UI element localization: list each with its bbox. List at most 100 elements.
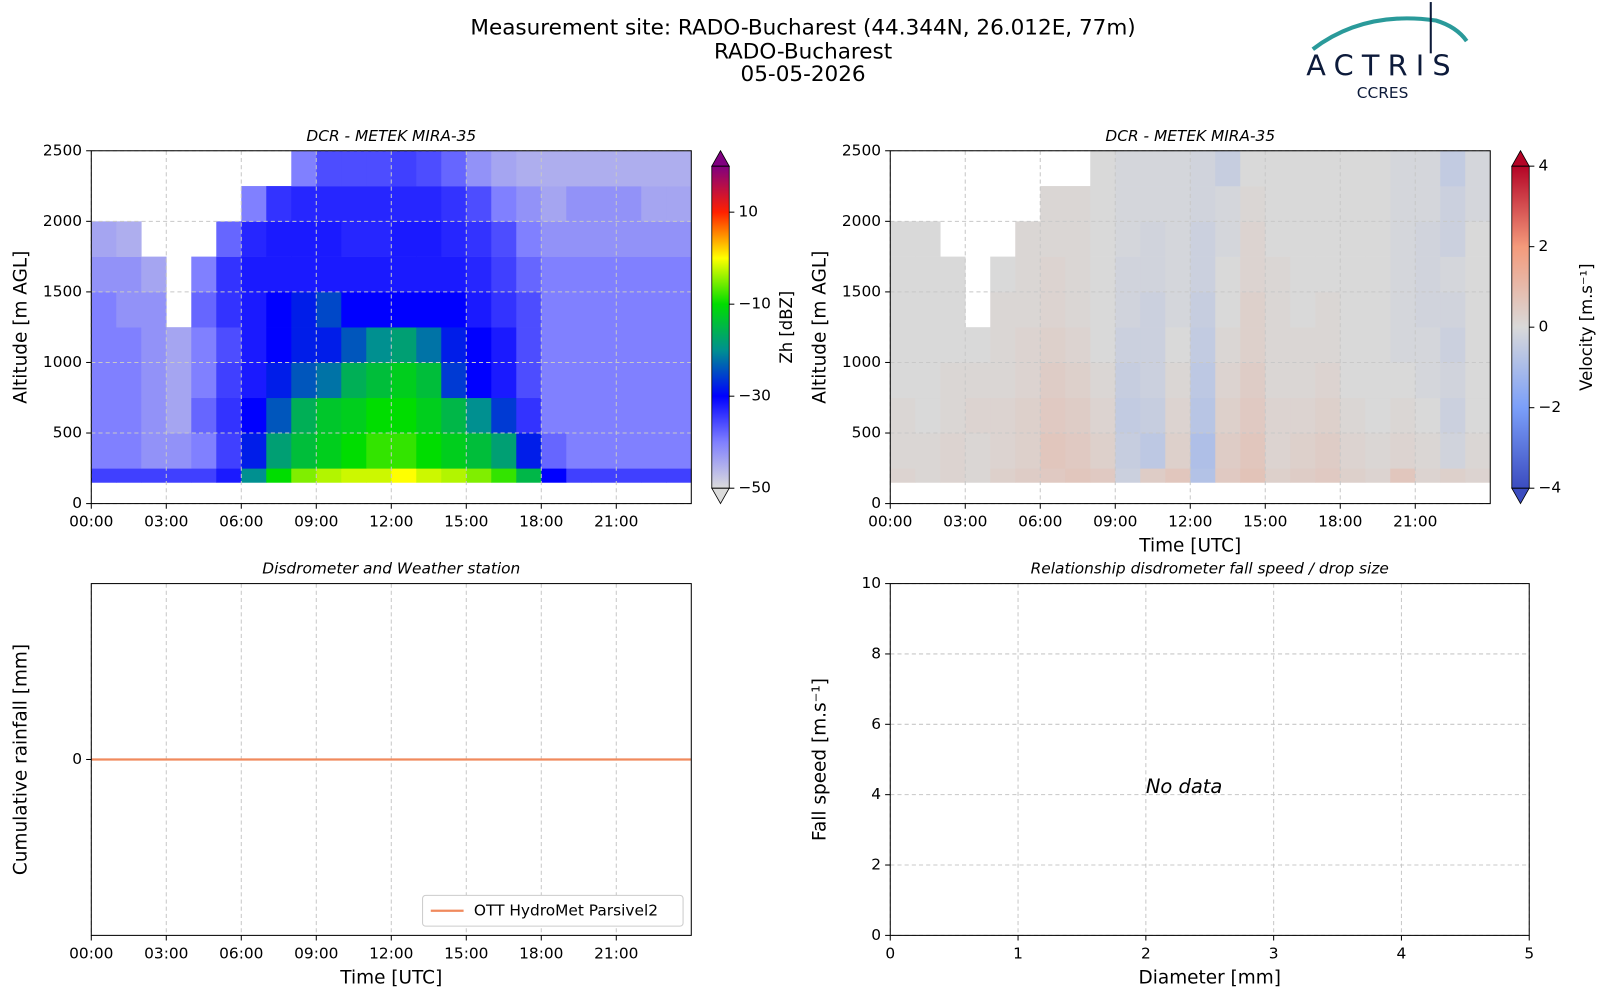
heatmap-cell xyxy=(1315,468,1341,483)
panel-title: Disdrometer and Weather station xyxy=(262,560,520,578)
heatmap-cell xyxy=(591,291,617,328)
heatmap-cell xyxy=(616,150,642,187)
heatmap-cell xyxy=(91,221,117,257)
heatmap-cell xyxy=(91,468,117,483)
heatmap-cell xyxy=(1015,362,1041,399)
heatmap-cell xyxy=(366,150,392,187)
heatmap-cell xyxy=(1465,150,1491,187)
heatmap-cell xyxy=(566,362,592,399)
heatmap-cell xyxy=(616,256,642,293)
heatmap-cell xyxy=(1190,362,1216,399)
heatmap-cell xyxy=(216,256,242,293)
heatmap-cell xyxy=(216,362,242,399)
heatmap-cell xyxy=(1190,186,1216,222)
heatmap-cell xyxy=(1240,433,1266,469)
heatmap-cell xyxy=(1440,221,1466,257)
heatmap-cell xyxy=(1140,221,1166,257)
heatmap-cell xyxy=(1065,291,1091,328)
colorbar-label: Zh [dBZ] xyxy=(777,291,796,364)
heatmap-cell xyxy=(116,221,142,257)
colorbar-frame xyxy=(711,165,730,489)
heatmap-cell xyxy=(591,186,617,222)
heatmap-cell xyxy=(1140,397,1166,434)
heatmap-cell xyxy=(166,433,192,469)
heatmap-cell xyxy=(616,327,642,363)
heatmap-cell xyxy=(516,468,542,483)
heatmap-cell xyxy=(1115,327,1141,363)
y-tick-label: 1500 xyxy=(43,282,82,300)
panel-title: DCR - METEK MIRA-35 xyxy=(306,127,476,145)
heatmap-cell xyxy=(416,397,442,434)
heatmap-cell xyxy=(266,397,292,434)
heatmap-cell xyxy=(466,221,492,257)
heatmap-cell xyxy=(1040,256,1066,293)
heatmap-cell xyxy=(416,327,442,363)
x-tick-label: 18:00 xyxy=(1318,513,1362,531)
heatmap-cell xyxy=(940,433,966,469)
heatmap-cell xyxy=(291,397,317,434)
y-tick-label: 1000 xyxy=(43,353,82,371)
heatmap-cell xyxy=(1290,433,1316,469)
heatmap-cell xyxy=(591,150,617,187)
heatmap-cell xyxy=(1115,433,1141,469)
heatmap-cell xyxy=(1265,397,1291,434)
heatmap-cell xyxy=(241,256,267,293)
heatmap-cell xyxy=(965,433,991,469)
logo-arc xyxy=(1311,16,1469,51)
panel-title: DCR - METEK MIRA-35 xyxy=(1105,127,1275,145)
heatmap-cell xyxy=(1140,291,1166,328)
panel: 00:00 03:00 06:00 09:00 12:00 15:00 18:00 21:00… xyxy=(11,127,797,531)
heatmap-cell xyxy=(266,186,292,222)
heatmap-cell xyxy=(1040,397,1066,434)
x-tick-label: 00:00 xyxy=(69,944,113,962)
heatmap-cell xyxy=(141,468,167,483)
heatmap-cell xyxy=(1140,256,1166,293)
heatmap-cell xyxy=(241,468,267,483)
heatmap-cell xyxy=(940,291,966,328)
heatmap-cell xyxy=(541,186,567,222)
heatmap-cell xyxy=(1440,468,1466,483)
heatmap-cell xyxy=(341,433,367,469)
heatmap-cell xyxy=(1240,397,1266,434)
heatmap-cell xyxy=(1215,433,1241,469)
heatmap-cell xyxy=(1115,256,1141,293)
x-tick-label: 06:00 xyxy=(219,944,263,962)
heatmap-cell xyxy=(990,327,1016,363)
heatmap-cell xyxy=(1290,221,1316,257)
heatmap-cell xyxy=(1340,256,1366,293)
x-axis-label: Diameter [mm] xyxy=(1139,967,1281,988)
heatmap-cell xyxy=(316,186,342,222)
panel-title: Relationship disdrometer fall speed / dr… xyxy=(1031,560,1389,578)
heatmap-cell xyxy=(1390,397,1416,434)
heatmap-cell xyxy=(1115,397,1141,434)
heatmap-cell xyxy=(591,468,617,483)
heatmap-cell xyxy=(990,433,1016,469)
heatmap-cell xyxy=(1265,468,1291,483)
heatmap-cell xyxy=(1115,291,1141,328)
heatmap-cell xyxy=(566,327,592,363)
heatmap-cell xyxy=(216,291,242,328)
heatmap-cell xyxy=(491,397,517,434)
heatmap-cell xyxy=(1015,433,1041,469)
heatmap-cell xyxy=(1190,256,1216,293)
x-tick-label: 18:00 xyxy=(519,513,563,531)
heatmap-cell xyxy=(1265,327,1291,363)
y-tick-label: 0 xyxy=(871,926,881,944)
heatmap-cell xyxy=(1465,291,1491,328)
heatmap-cell xyxy=(1390,150,1416,187)
plot-frame xyxy=(889,150,1491,505)
heatmap-cell xyxy=(1165,468,1191,483)
heatmap-cell xyxy=(1440,362,1466,399)
annotation: No data xyxy=(1146,775,1223,798)
heatmap-cell xyxy=(341,186,367,222)
heatmap-cell xyxy=(1140,186,1166,222)
heatmap-cell xyxy=(466,256,492,293)
heatmap-cell xyxy=(616,433,642,469)
heatmap-cell xyxy=(566,186,592,222)
heatmap-cell xyxy=(1190,468,1216,483)
heatmap-cell xyxy=(1115,221,1141,257)
heatmap-cell xyxy=(1090,186,1116,222)
heatmap-cell xyxy=(1290,186,1316,222)
heatmap-cell xyxy=(666,221,692,257)
